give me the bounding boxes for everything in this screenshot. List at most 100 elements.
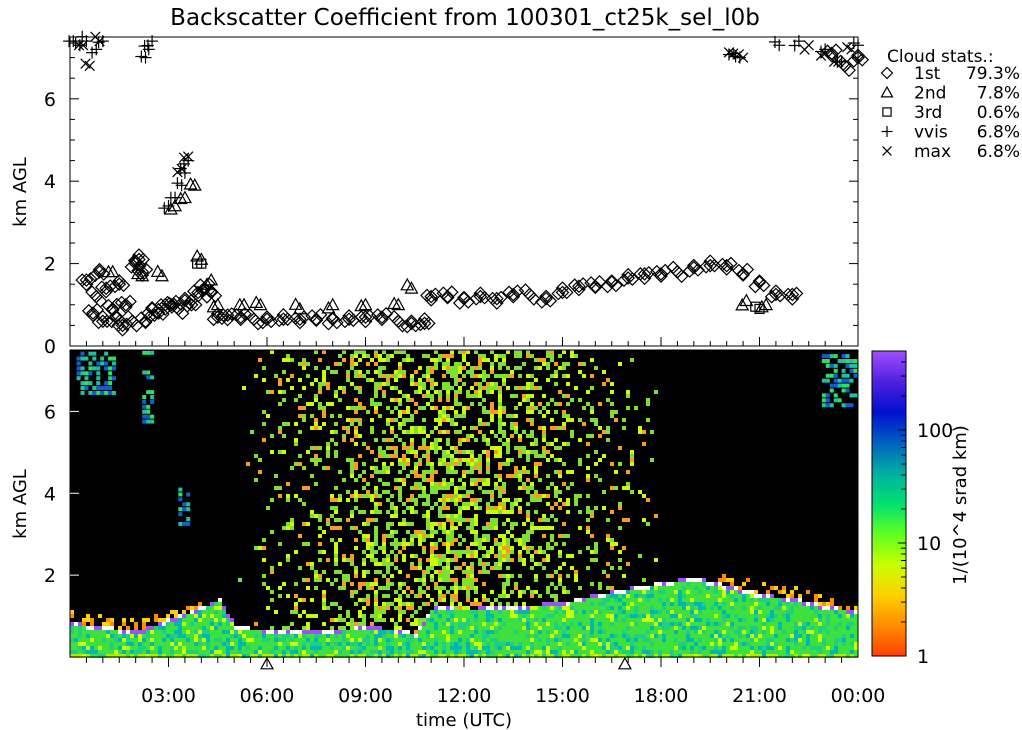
heatmap-cell bbox=[422, 470, 426, 474]
heatmap-cell bbox=[474, 618, 478, 622]
heatmap-cell bbox=[74, 638, 78, 642]
marker-1st-cluster bbox=[724, 256, 738, 271]
heatmap-cell bbox=[610, 594, 614, 598]
heatmap-cell bbox=[498, 478, 502, 482]
heatmap-cell bbox=[526, 502, 530, 506]
heatmap-cell bbox=[378, 382, 382, 386]
heatmap-cell bbox=[738, 638, 742, 642]
heatmap-cell bbox=[334, 650, 338, 654]
heatmap-cell bbox=[666, 618, 670, 622]
heatmap-cell bbox=[466, 394, 470, 398]
heatmap-cell bbox=[450, 534, 454, 538]
heatmap-cell bbox=[526, 630, 530, 634]
heatmap-cell bbox=[726, 646, 730, 650]
heatmap-cell bbox=[670, 606, 674, 610]
heatmap-cell bbox=[206, 630, 210, 634]
heatmap-cell bbox=[346, 498, 350, 502]
heatmap-cell bbox=[550, 654, 554, 658]
heatmap-cell bbox=[242, 650, 246, 654]
heatmap-cell bbox=[242, 654, 246, 658]
heatmap-cell bbox=[446, 370, 450, 374]
heatmap-cell bbox=[186, 618, 190, 622]
heatmap-cell bbox=[458, 498, 462, 502]
heatmap-cell bbox=[518, 558, 522, 562]
heatmap-cell bbox=[526, 606, 530, 610]
heatmap-cell bbox=[242, 646, 246, 650]
heatmap-cell bbox=[838, 642, 842, 646]
heatmap-cell bbox=[442, 386, 446, 390]
heatmap-cell bbox=[578, 650, 582, 654]
heatmap-cell bbox=[498, 642, 502, 646]
heatmap-cell bbox=[410, 650, 414, 654]
heatmap-cell bbox=[218, 602, 222, 606]
heatmap-cell bbox=[614, 486, 618, 490]
heatmap-cell bbox=[398, 402, 402, 406]
heatmap-cell bbox=[366, 630, 370, 634]
heatmap-cell bbox=[486, 382, 490, 386]
heatmap-cell bbox=[758, 606, 762, 610]
heatmap-cell bbox=[426, 394, 430, 398]
heatmap-cell bbox=[330, 514, 334, 518]
heatmap-cell bbox=[698, 594, 702, 598]
heatmap-cell bbox=[202, 642, 206, 646]
heatmap-cell bbox=[558, 506, 562, 510]
heatmap-cell bbox=[718, 618, 722, 622]
heatmap-cell bbox=[450, 618, 454, 622]
heatmap-cell bbox=[390, 574, 394, 578]
heatmap-cell bbox=[586, 478, 590, 482]
heatmap-cell bbox=[542, 626, 546, 630]
heatmap-cell bbox=[506, 518, 510, 522]
heatmap-cell bbox=[158, 622, 162, 626]
heatmap-cell bbox=[566, 630, 570, 634]
heatmap-cell bbox=[594, 614, 598, 618]
heatmap-cell bbox=[434, 406, 438, 410]
heatmap-cell bbox=[730, 618, 734, 622]
heatmap-cell bbox=[462, 654, 466, 658]
heatmap-cell bbox=[670, 622, 674, 626]
heatmap-cloud-cell bbox=[76, 371, 81, 376]
heatmap-cell bbox=[814, 598, 818, 602]
heatmap-cell bbox=[594, 610, 598, 614]
heatmap-cell bbox=[354, 350, 358, 354]
heatmap-cell bbox=[314, 446, 318, 450]
marker-max-cluster bbox=[73, 40, 85, 51]
heatmap-cell bbox=[710, 634, 714, 638]
heatmap-cell bbox=[518, 634, 522, 638]
heatmap-cell bbox=[294, 462, 298, 466]
heatmap-cell bbox=[266, 390, 270, 394]
heatmap-cell bbox=[586, 434, 590, 438]
heatmap-cell bbox=[462, 626, 466, 630]
heatmap-cell bbox=[778, 654, 782, 658]
heatmap-cell bbox=[370, 638, 374, 642]
heatmap-cell bbox=[334, 442, 338, 446]
heatmap-cell bbox=[282, 422, 286, 426]
heatmap-cell bbox=[526, 410, 530, 414]
heatmap-cell bbox=[602, 382, 606, 386]
heatmap-cell bbox=[350, 494, 354, 498]
heatmap-cell bbox=[470, 630, 474, 634]
heatmap-cell bbox=[690, 622, 694, 626]
heatmap-cell bbox=[486, 450, 490, 454]
heatmap-cell bbox=[430, 642, 434, 646]
heatmap-cell bbox=[486, 502, 490, 506]
heatmap-cell bbox=[522, 618, 526, 622]
heatmap-cell bbox=[774, 654, 778, 658]
heatmap-cell bbox=[474, 374, 478, 378]
heatmap-cell bbox=[482, 378, 486, 382]
heatmap-cell bbox=[238, 650, 242, 654]
heatmap-cell bbox=[702, 578, 706, 582]
heatmap-cell bbox=[334, 638, 338, 642]
heatmap-cell bbox=[430, 550, 434, 554]
heatmap-cell bbox=[406, 618, 410, 622]
heatmap-cell bbox=[382, 630, 386, 634]
heatmap-cell bbox=[486, 534, 490, 538]
heatmap-cell bbox=[342, 558, 346, 562]
heatmap-cell bbox=[306, 634, 310, 638]
heatmap-cell bbox=[750, 654, 754, 658]
heatmap-cell bbox=[402, 638, 406, 642]
heatmap-cell bbox=[774, 610, 778, 614]
heatmap-cell bbox=[770, 614, 774, 618]
heatmap-cell bbox=[790, 638, 794, 642]
heatmap-cell bbox=[494, 474, 498, 478]
heatmap-cell bbox=[558, 630, 562, 634]
